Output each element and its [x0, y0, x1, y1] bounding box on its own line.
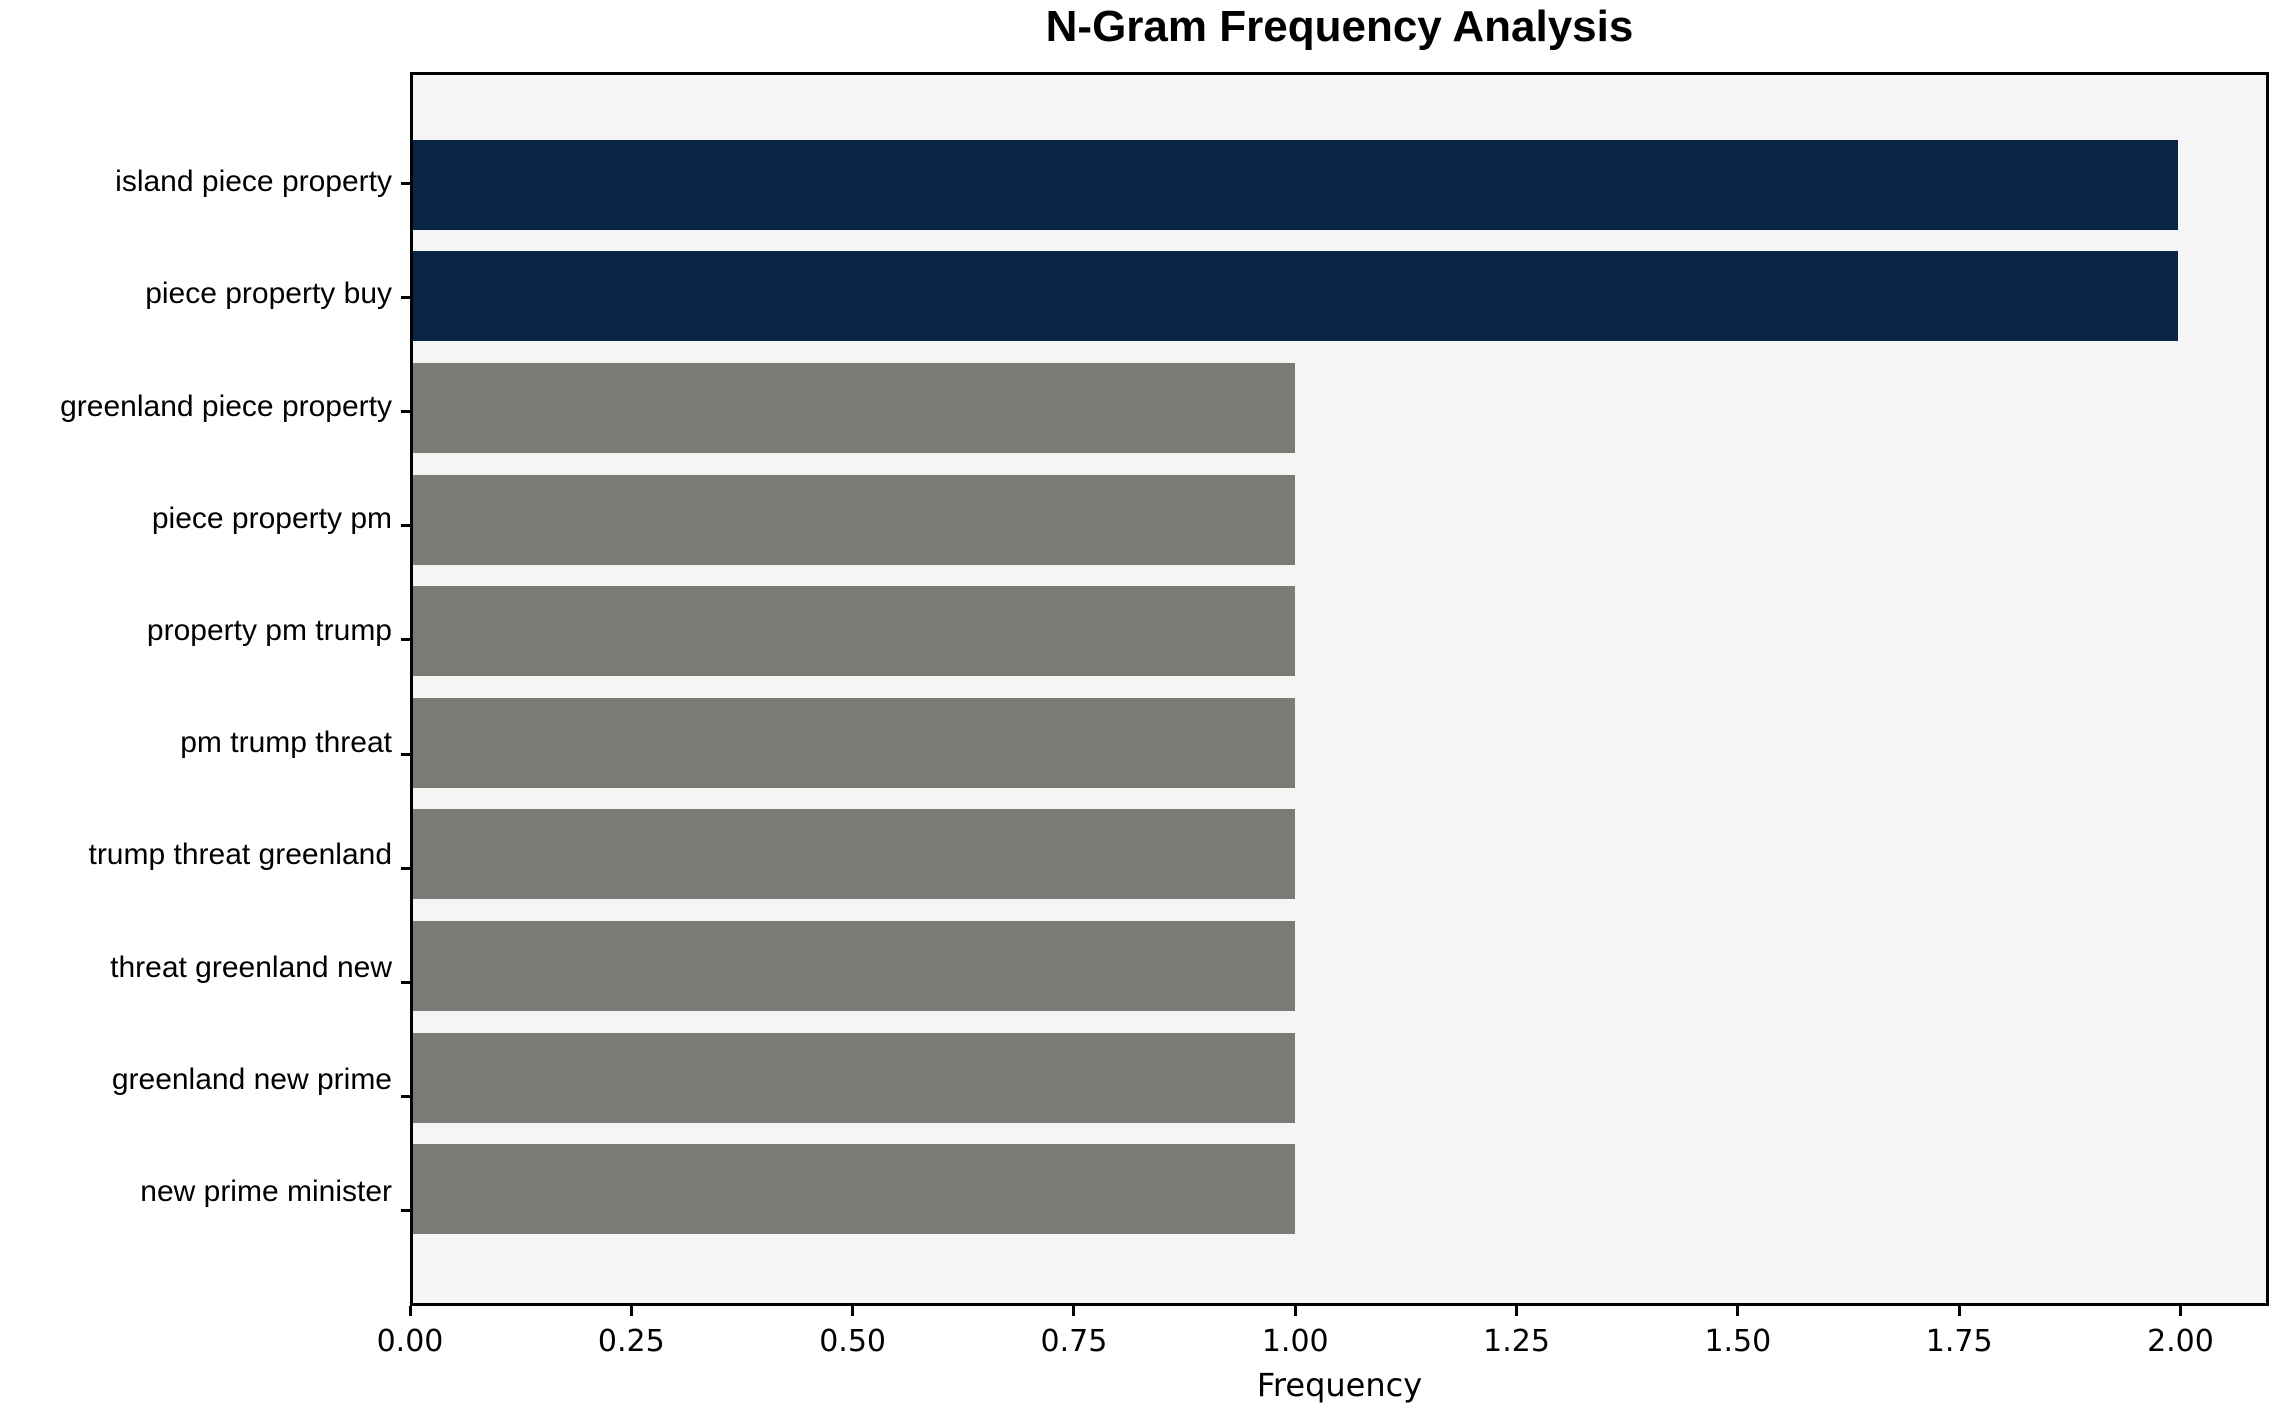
x-tick-label: 0.75	[1040, 1324, 1108, 1359]
x-tick-label: 2.00	[2147, 1324, 2214, 1359]
x-tickmark	[851, 1306, 855, 1316]
x-tick-label: 0.25	[597, 1324, 665, 1359]
y-tickmark	[401, 638, 410, 642]
y-axis-label: piece property buy	[145, 277, 392, 311]
x-tick-label: 1.00	[1261, 1324, 1329, 1359]
bar-row	[413, 241, 2266, 353]
bar	[413, 474, 1296, 565]
x-tickmark	[629, 1306, 633, 1316]
x-tickmark	[1736, 1306, 1740, 1316]
x-axis-title: Frequency	[1256, 1366, 1423, 1404]
bar-row	[413, 799, 2266, 911]
y-axis-label: greenland piece property	[60, 389, 392, 423]
bar	[413, 251, 2178, 342]
x-tickmark	[408, 1306, 412, 1316]
x-tickmark	[1293, 1306, 1297, 1316]
bar-row	[413, 687, 2266, 799]
y-axis-label: threat greenland new	[110, 950, 392, 984]
x-tickmark	[2178, 1306, 2182, 1316]
bar	[413, 920, 1296, 1011]
y-axis-labels: island piece property piece property buy g…	[0, 72, 392, 1306]
bar	[413, 362, 1296, 453]
bar-row	[413, 1022, 2266, 1134]
chart-title: N-Gram Frequency Analysis	[1045, 2, 1634, 51]
bar-row	[413, 910, 2266, 1022]
x-tick-label: 1.50	[1704, 1324, 1772, 1359]
bar-row	[413, 1133, 2266, 1245]
y-tickmark	[401, 866, 410, 870]
x-tickmark	[1072, 1306, 1076, 1316]
y-tickmark	[401, 1209, 410, 1213]
x-tick-label: 1.25	[1483, 1324, 1550, 1359]
bar	[413, 809, 1296, 900]
y-tickmark	[401, 410, 410, 413]
bar	[413, 697, 1296, 788]
bar-row	[413, 129, 2266, 241]
y-axis-label: island piece property	[115, 165, 392, 199]
bar	[413, 139, 2178, 230]
bar-row	[413, 575, 2266, 687]
y-tickmark	[401, 524, 410, 528]
x-tick-label: 0.50	[819, 1324, 886, 1359]
x-tick-label: 1.75	[1925, 1324, 1993, 1359]
y-tickmark	[401, 752, 410, 756]
y-axis-label: new prime minister	[140, 1174, 392, 1208]
bar	[413, 1032, 1296, 1123]
bar-row	[413, 352, 2266, 464]
y-axis-label: property pm trump	[146, 613, 392, 647]
plot-area	[410, 72, 2269, 1306]
y-tickmark	[401, 1095, 410, 1099]
bars	[413, 75, 2266, 1303]
bar	[413, 1144, 1296, 1235]
y-axis-label: pm trump threat	[180, 726, 392, 760]
y-tickmark	[401, 181, 410, 185]
y-axis-label: trump threat greenland	[88, 838, 392, 872]
y-tickmark	[401, 295, 410, 299]
y-tickmark	[401, 981, 410, 984]
x-tickmark	[1515, 1306, 1519, 1316]
bar	[413, 586, 1296, 677]
y-axis-label: greenland new prime	[111, 1062, 392, 1096]
x-tick-label: 0.00	[376, 1324, 444, 1359]
x-tickmark	[1957, 1306, 1961, 1316]
bar-row	[413, 464, 2266, 576]
y-axis-label: piece property pm	[151, 501, 392, 535]
